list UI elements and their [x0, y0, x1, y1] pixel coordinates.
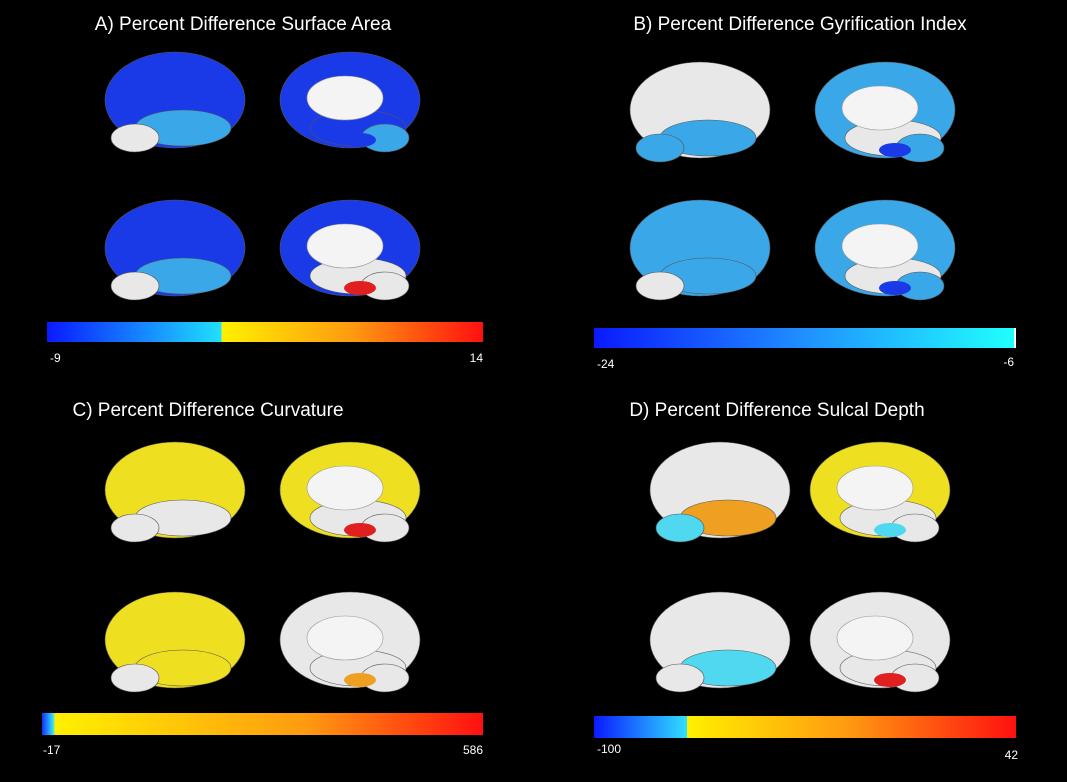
- cerebellum: [655, 663, 705, 693]
- panel-title: A) Percent Difference Surface Area: [95, 14, 392, 35]
- region-highlight: [874, 523, 906, 537]
- colorbar-min: -100: [597, 742, 621, 756]
- region-highlight: [344, 281, 376, 295]
- colorbar: [594, 716, 1016, 738]
- brain: [649, 591, 791, 693]
- brain: [104, 51, 246, 153]
- brain: [629, 199, 771, 301]
- region-highlight: [874, 673, 906, 687]
- brain: [629, 61, 771, 163]
- brain: [814, 199, 956, 301]
- panel-title: B) Percent Difference Gyrification Index: [633, 14, 967, 35]
- cerebellum: [635, 271, 685, 301]
- colorbar-min: -17: [43, 743, 61, 757]
- brain: [814, 61, 956, 163]
- cerebellum: [110, 663, 160, 693]
- brain: [649, 441, 791, 543]
- medial-wall: [841, 85, 919, 131]
- brain: [279, 441, 421, 543]
- medial-wall: [306, 223, 384, 269]
- colorbar: [594, 328, 1016, 348]
- brain: [104, 591, 246, 693]
- cerebellum: [110, 513, 160, 543]
- region-highlight: [344, 133, 376, 147]
- colorbar-min: -24: [597, 357, 615, 371]
- medial-wall: [306, 465, 384, 511]
- colorbar: [42, 713, 483, 735]
- cerebellum: [655, 513, 705, 543]
- medial-wall: [836, 615, 914, 661]
- brain: [279, 591, 421, 693]
- panel-title: C) Percent Difference Curvature: [72, 400, 343, 421]
- brain: [104, 441, 246, 543]
- region-highlight: [344, 673, 376, 687]
- colorbar-max: 42: [1005, 748, 1019, 762]
- region-highlight: [344, 523, 376, 537]
- brain: [279, 51, 421, 153]
- medial-wall: [841, 223, 919, 269]
- panel-title: D) Percent Difference Sulcal Depth: [629, 400, 924, 421]
- cerebellum: [110, 123, 160, 153]
- colorbar-max: 14: [470, 351, 484, 365]
- brain: [809, 441, 951, 543]
- brain-renders: [104, 51, 956, 693]
- medial-wall: [306, 75, 384, 121]
- colorbar-max: -6: [1003, 355, 1014, 369]
- region-highlight: [879, 281, 911, 295]
- region-highlight: [879, 143, 911, 157]
- medial-wall: [836, 465, 914, 511]
- cerebellum: [635, 133, 685, 163]
- medial-wall: [306, 615, 384, 661]
- colorbar-max: 586: [463, 743, 483, 757]
- cerebellum: [110, 271, 160, 301]
- brain: [104, 199, 246, 301]
- colorbar-min: -9: [50, 351, 61, 365]
- brain: [279, 199, 421, 301]
- brain: [809, 591, 951, 693]
- colorbar: [47, 322, 483, 342]
